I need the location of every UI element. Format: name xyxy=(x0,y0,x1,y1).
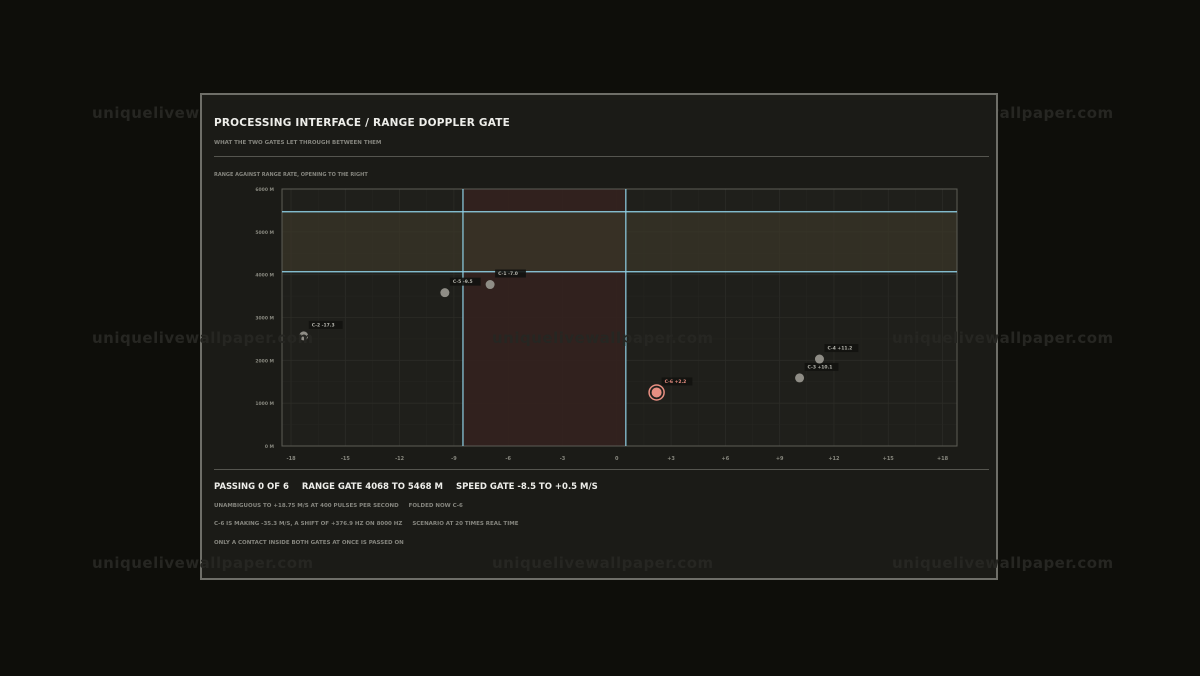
range-gate-readout: RANGE GATE 4068 TO 5468 M xyxy=(301,482,443,492)
page-subtitle: WHAT THE TWO GATES LET THROUGH BETWEEN T… xyxy=(214,140,382,146)
stats-divider xyxy=(214,469,989,470)
plot-border xyxy=(281,188,958,447)
x-tick-label: -12 xyxy=(395,456,405,462)
doppler-text: C-6 IS MAKING -35.3 M/S, A SHIFT OF +376… xyxy=(214,521,403,527)
watermark: uniquelivewallpaper.com xyxy=(92,329,314,347)
y-tick-label: 0 M xyxy=(265,444,275,450)
scenario-text: SCENARIO AT 20 TIMES REAL TIME xyxy=(412,521,519,527)
contact-label: C-1 -7.0 xyxy=(498,271,518,277)
x-tick-label: +3 xyxy=(667,456,675,462)
folded-text: FOLDED NOW C-6 xyxy=(408,503,463,509)
x-tick-label: +9 xyxy=(776,456,784,462)
y-tick-label: 1000 M xyxy=(255,401,274,407)
x-tick-label: +12 xyxy=(828,456,840,462)
watermark: uniquelivewallpaper.com xyxy=(492,329,714,347)
chart-caption: RANGE AGAINST RANGE RATE, OPENING TO THE… xyxy=(214,172,368,178)
y-tick-label: 6000 M xyxy=(255,187,274,193)
y-tick-label: 2000 M xyxy=(255,358,274,364)
x-tick-label: -3 xyxy=(560,456,566,462)
contact-point xyxy=(485,280,495,290)
contact-label: C-3 +10.1 xyxy=(808,364,833,370)
contact-label-box xyxy=(824,344,859,353)
contact-label-box xyxy=(449,277,481,286)
gate-lines xyxy=(282,189,957,446)
x-tick-label: -18 xyxy=(287,456,297,462)
x-tick-label: +6 xyxy=(722,456,730,462)
gate-summary: PASSING 0 OF 6 RANGE GATE 4068 TO 5468 M… xyxy=(214,482,608,492)
y-tick-label: 5000 M xyxy=(255,230,274,236)
contact-label: C-5 -9.5 xyxy=(453,279,473,285)
watermark: uniquelivewallpaper.com xyxy=(492,554,714,572)
contact-label: C-6 +2.2 xyxy=(665,379,687,385)
header-divider xyxy=(214,156,989,157)
gate-bands xyxy=(282,189,957,446)
x-tick-label: 0 xyxy=(615,456,619,462)
contact-label-box xyxy=(308,320,343,329)
x-tick-label: -15 xyxy=(341,456,351,462)
y-tick-label: 3000 M xyxy=(255,316,274,322)
contact-point xyxy=(651,387,662,398)
contact-point xyxy=(814,354,824,364)
passing-count: PASSING 0 OF 6 xyxy=(214,482,289,492)
watermark: uniquelivewallpaper.com xyxy=(892,554,1114,572)
contact-point xyxy=(440,288,450,298)
contact-label: C-2 -17.3 xyxy=(312,322,335,328)
contact-point xyxy=(795,373,805,383)
x-tick-label: +15 xyxy=(883,456,895,462)
contact-label-box xyxy=(495,269,526,278)
contact-selection-ring xyxy=(648,384,665,401)
x-tick-label: +18 xyxy=(937,456,949,462)
watermark: uniquelivewallpaper.com xyxy=(92,554,314,572)
range-doppler-chart[interactable]: -18 -15 -12 -9 -6 -3 0 +3 +6 +9 +12 +15 +18 0 M 1000 M… xyxy=(202,95,996,470)
range-doppler-panel: PROCESSING INTERFACE / RANGE DOPPLER GAT… xyxy=(200,93,998,580)
speed-gate-readout: SPEED GATE -8.5 TO +0.5 M/S xyxy=(455,482,598,492)
contact-points: C-2 -17.3 C-5 -9.5 C-1 -7.0 C-6 +2.2 C-3 +10… xyxy=(299,269,859,401)
x-tick-label: -9 xyxy=(451,456,457,462)
rule-text: ONLY A CONTACT INSIDE BOTH GATES AT ONCE… xyxy=(214,540,404,546)
x-tick-label: -6 xyxy=(505,456,511,462)
contact-label-box xyxy=(804,362,839,371)
contact-point xyxy=(299,331,309,341)
watermark: uniquelivewallpaper.com xyxy=(892,329,1114,347)
rule-note: ONLY A CONTACT INSIDE BOTH GATES AT ONCE… xyxy=(214,540,412,546)
range-gate-band xyxy=(282,211,957,272)
ambiguity-note: UNAMBIGUOUS TO +18.75 M/S AT 400 PULSES … xyxy=(214,503,471,509)
y-tick-label: 4000 M xyxy=(255,273,274,279)
doppler-note: C-6 IS MAKING -35.3 M/S, A SHIFT OF +376… xyxy=(214,521,526,527)
chart-axes: -18 -15 -12 -9 -6 -3 0 +3 +6 +9 +12 +15 +18 0 M 1000 M… xyxy=(255,187,958,462)
page-title: PROCESSING INTERFACE / RANGE DOPPLER GAT… xyxy=(214,117,510,129)
contact-label-box xyxy=(661,377,693,386)
ambiguity-text: UNAMBIGUOUS TO +18.75 M/S AT 400 PULSES … xyxy=(214,503,399,509)
contact-label: C-4 +11.2 xyxy=(827,346,852,352)
